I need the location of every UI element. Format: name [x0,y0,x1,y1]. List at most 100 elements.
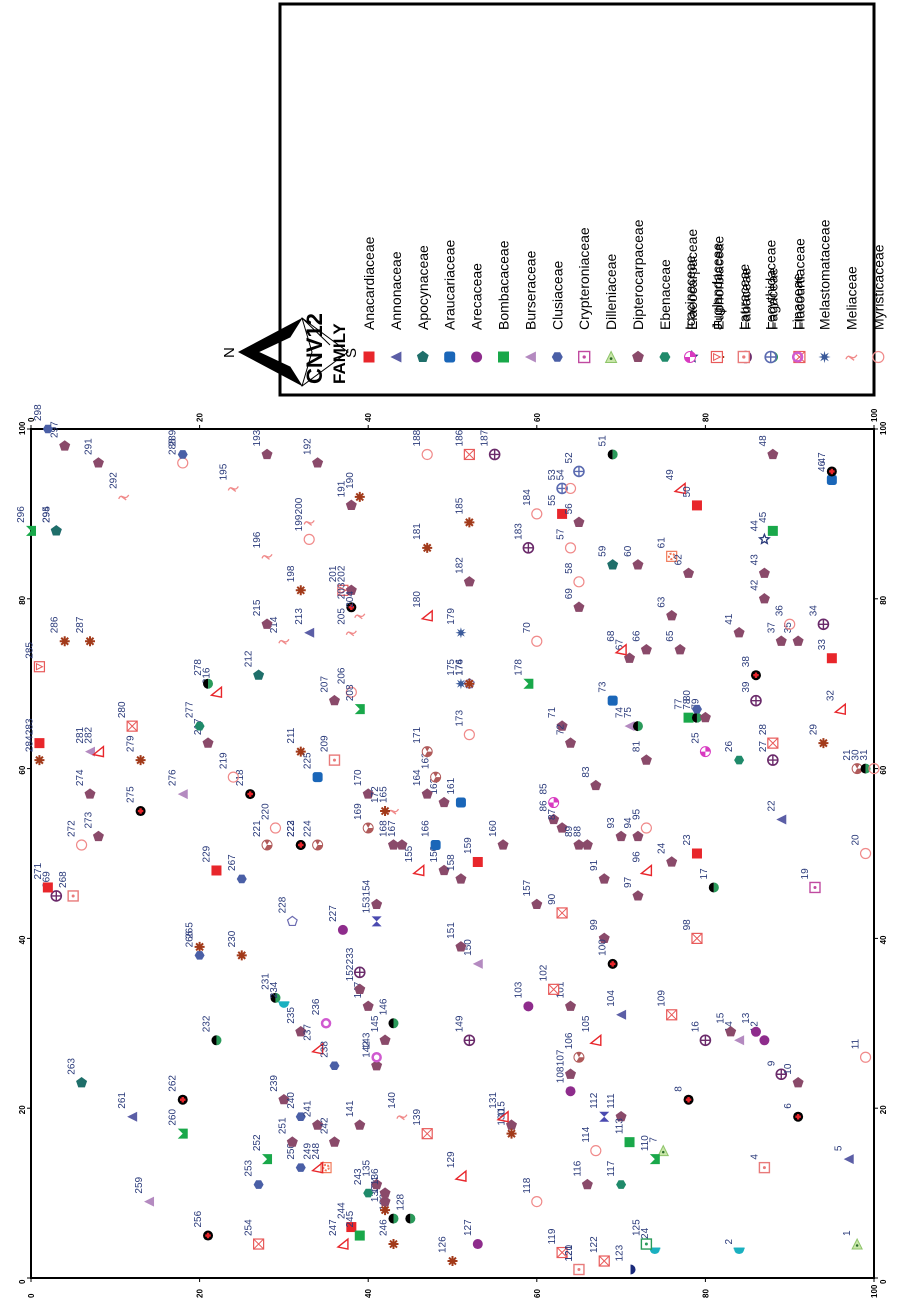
tree-label: 123 [615,1244,626,1261]
tree-126: 126 [438,1236,458,1267]
tree-label: 259 [134,1176,145,1193]
tree-label: 289 [168,429,179,446]
tree-label: 266 [185,930,196,947]
tree-marker-anacardiaceae [346,1222,357,1233]
tree-100: 100 [598,939,618,969]
tree-label: 34 [808,605,819,617]
tree-marker-dipterocarpaceae [354,1119,366,1130]
tree-marker-arecaceae [565,1086,576,1097]
tree-marker-dipterocarpaceae [438,864,450,876]
compass-south-label: S [343,348,360,358]
tree-97: 97 [623,876,644,901]
tree-marker-myristicaceae [573,576,585,588]
tree-282: 282 [83,726,105,758]
tree-label: 192 [303,438,314,455]
legend-symbol-ebenaceae [659,352,671,362]
tree-249: 249 [303,1143,324,1174]
tree-233: 233 [345,947,366,979]
tree-label: 90 [547,893,558,905]
tree-label: 191 [336,480,347,497]
tree-marker-dipterocarpaceae [371,898,383,910]
tree-277: 277 [185,701,205,731]
tree-246: 246 [378,1219,399,1250]
tree-marker-dipterocarpaceae [640,643,652,655]
tree-91: 91 [589,859,610,884]
tree-marker-fagaceae [405,1213,416,1224]
tree-marker-myrtaceae [203,1230,214,1241]
tree-marker-rubiaceae [371,916,382,927]
tree-marker-dipterocarpaceae [202,737,214,748]
tree-26: 26 [724,741,745,765]
tree-239: 239 [269,1075,290,1105]
axis-tick-label-bottom: 0 [27,1293,36,1298]
tree-marker-ebenaceae [363,1188,374,1198]
tree-marker-clusiaceae [329,1061,340,1071]
tree-marker-dipterocarpaceae [278,1093,290,1105]
tree-label: 228 [277,896,288,913]
tree-label: 159 [463,837,474,854]
tree-label: 187 [480,429,491,446]
tree-marker-sapotaceae [639,864,653,877]
tree-label: 59 [598,545,609,557]
tree-marker-apocynaceae [607,559,619,570]
tree-marker-dipterocarpaceae [261,618,273,629]
tree-79: 79 [690,698,711,723]
tree-label: 190 [345,472,356,489]
tree-marker-anacardiaceae [472,856,483,867]
legend-symbol-crypteroniaceae [578,350,591,364]
tree-11: 11 [851,1038,872,1063]
tree-label: 297 [50,421,61,438]
tree-marker-anacardiaceae [211,865,222,876]
tree-125: 125 [631,1219,653,1250]
tree-label: 55 [547,494,558,506]
tree-marker-dipterocarpaceae [581,1178,593,1190]
tree-label: 263 [67,1058,78,1075]
tree-106: 106 [564,1032,585,1063]
tree-marker-myristicaceae [463,729,475,741]
tree-141: 141 [345,1100,366,1130]
tree-193: 193 [252,429,273,460]
tree-172: 172 [370,786,391,817]
tree-256: 256 [193,1210,214,1241]
tree-marker-myristicaceae [303,533,315,545]
tree-marker-juglandaceae [33,661,46,673]
tree-75: 75 [623,707,643,732]
tree-label: 88 [572,825,583,837]
tree-label: 292 [109,472,120,489]
tree-marker-myristicaceae [421,448,433,461]
tree-label: 247 [328,1219,339,1236]
tree-marker-oxalidaceae [573,1051,585,1063]
tree-171: 171 [412,726,433,758]
legend-label-myristicaceae: Myristicaceae [870,244,886,330]
tree-label: 102 [539,964,550,981]
tree-marker-euphorbiaceae [388,1239,399,1250]
tree-marker-burseraceae [472,958,483,969]
tree-label: 10 [783,1063,794,1075]
tree-275: 275 [126,786,146,817]
legend-symbol-apocynaceae [416,350,429,363]
tree-28: 28 [758,724,779,749]
tree-marker-myristicaceae [531,1195,543,1208]
tree-marker-dipterocarpaceae [328,1136,340,1147]
legend-label-melastomataceae: Melastomataceae [817,219,833,330]
tree-marker-euphorbiaceae [85,636,96,647]
legend-label-icacinaceae: Icacinaceae [682,255,698,330]
tree-marker-myrtaceae [607,958,618,969]
plot-frame [30,428,875,1279]
tree-marker-dipterocarpaceae [632,559,644,570]
tree-marker-dipterocarpaceae [556,822,568,833]
tree-label: 242 [319,1117,330,1134]
tree-marker-burseraceae [734,1035,745,1046]
tree-label: 52 [564,452,575,464]
tree-274: 274 [75,769,96,799]
tree-marker-anacardiaceae [34,738,45,749]
tree-marker-meliaceae [303,520,315,526]
tree-17: 17 [699,868,719,893]
tree-marker-dipterocarpaceae [92,457,104,468]
tree-label: 39 [741,681,752,693]
tree-label: 277 [185,701,196,718]
tree-207: 207 [319,676,340,706]
tree-261: 261 [117,1092,138,1122]
tree-marker-lecythidaceae [573,465,585,478]
tree-label: 233 [345,947,356,964]
